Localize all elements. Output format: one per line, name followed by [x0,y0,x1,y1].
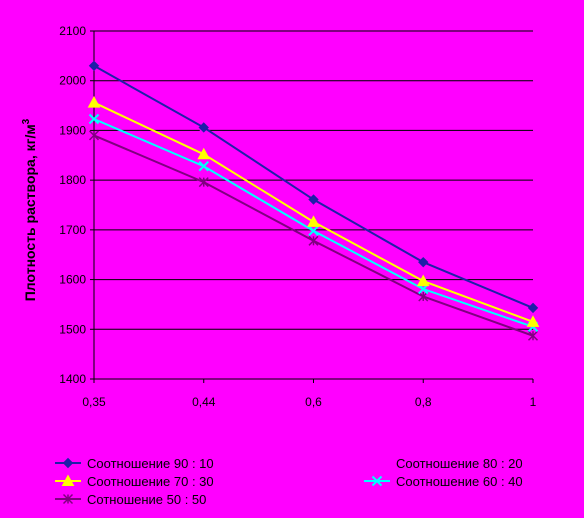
series-line [93,64,534,309]
legend-label: Соотношение 90 : 10 [87,456,214,471]
y-tick-label: 1700 [59,223,86,237]
axes [90,30,534,383]
y-axis-label: Плотность раствора, кг/м3 [21,118,38,301]
x-tick-label: 0,44 [192,395,216,409]
series-layer [87,60,540,341]
data-point [88,60,100,72]
y-tick-label: 1600 [59,273,86,287]
legend-item-3: Соотношение 70 : 30 [55,474,214,489]
data-point [198,122,209,133]
data-point [87,96,101,108]
legend-label: Соотношение 80 : 20 [396,456,523,471]
series-line [93,101,534,323]
data-point-stroke [88,113,100,125]
y-tick-label: 1400 [59,372,86,386]
y-axis-label-text: Плотность раствора, кг/м [22,124,38,301]
legend-label: Соотношение 60 : 40 [396,474,523,489]
data-point [373,459,381,467]
legend-label: Сотношение 50 : 50 [87,492,206,507]
grid [94,30,533,380]
data-point [88,130,100,141]
data-point [198,177,209,188]
y-tick-label: 2000 [59,74,86,88]
series-2 [90,61,537,312]
data-point [61,474,75,486]
data-point [88,113,100,125]
data-point [371,475,383,487]
series-3 [87,96,540,327]
data-point [527,330,539,341]
y-tick-label: 1500 [59,322,86,336]
y-tick-label: 2100 [59,24,86,38]
data-point [307,215,320,227]
data-point [308,235,319,246]
legend-label: Соотношение 70 : 30 [87,474,214,489]
legend-item-1: Соотношение 90 : 10 [55,456,214,471]
data-point [308,194,319,205]
series-line [93,134,534,337]
data-point [418,256,429,268]
x-tick-label: 0,8 [415,395,432,409]
data-point [308,225,319,237]
x-tick-label: 0,6 [305,395,322,409]
legend-item-2: Соотношение 80 : 20 [364,456,523,471]
legend-item-5: Сотношение 50 : 50 [55,492,206,507]
legend: Соотношение 90 : 10 Соотношение 80 : 20 Со… [55,456,523,507]
series-5 [88,130,539,341]
y-tick-label: 1900 [59,123,86,137]
data-point [418,291,429,302]
data-point [198,161,209,172]
data-point-stroke [198,161,209,172]
data-point [527,302,539,314]
data-point-stroke [371,475,383,487]
data-point-stroke [308,225,319,237]
data-point [526,315,540,327]
data-point [197,147,211,160]
series-1 [88,60,539,314]
x-tick-label: 1 [530,395,537,409]
y-tick-label: 1800 [59,173,86,187]
data-point [416,274,430,287]
tick-labels: 1400 1500 1600 1700 1800 1900 2000 2100 0,35 0,44… [59,24,536,409]
data-point [62,493,74,505]
x-tick-label: 0,35 [82,395,106,409]
y-axis-label-superscript: 3 [21,118,32,124]
data-point [62,457,74,469]
legend-item-4: Соотношение 60 : 40 [364,474,523,489]
